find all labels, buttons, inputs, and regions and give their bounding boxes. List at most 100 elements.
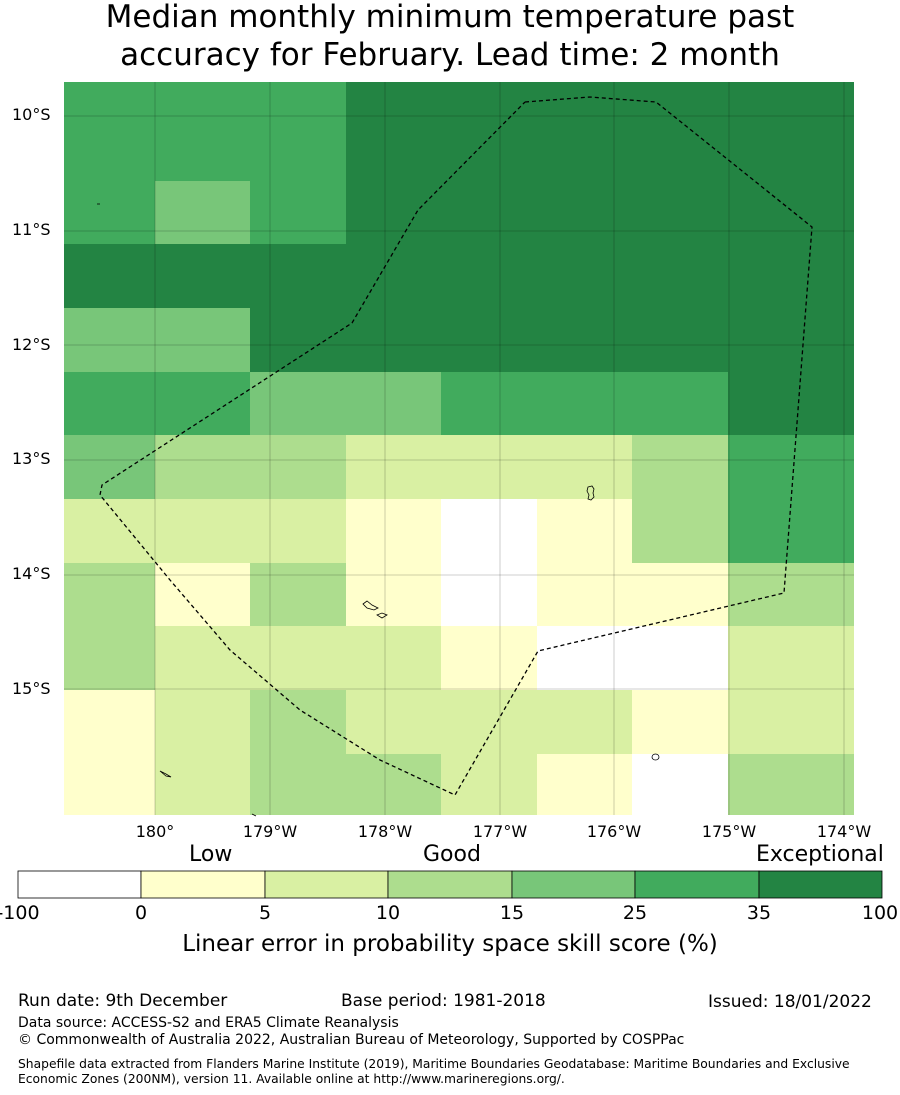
lon-label-176w: 176°W: [586, 822, 642, 841]
island-outline: [362, 600, 379, 611]
grid-cell: [823, 372, 854, 435]
grid-cell: [632, 372, 728, 435]
grid-cell: [728, 690, 823, 754]
colorbar-segment: [758, 870, 883, 899]
lon-label-177w: 177°W: [472, 822, 528, 841]
grid-cell: [346, 626, 441, 690]
grid-cell: [823, 563, 854, 626]
grid-cell: [823, 435, 854, 499]
grid-cell: [632, 308, 728, 372]
grid-cell: [155, 372, 250, 435]
colorbar-segment: [511, 870, 636, 899]
grid-cell: [632, 690, 728, 754]
grid-cell: [441, 626, 537, 690]
grid-cell: [441, 435, 537, 499]
island-outline: [376, 612, 388, 619]
colorbar-tick-label: 35: [746, 902, 772, 924]
lon-label-178w: 178°W: [357, 822, 413, 841]
grid-cell: [823, 690, 854, 754]
grid-cell: [155, 690, 250, 754]
colorbar-tick-label: 15: [499, 902, 525, 924]
grid-cell: [728, 181, 823, 244]
grid-cell: [632, 435, 728, 499]
grid-cell: [250, 626, 346, 690]
grid-cell: [537, 181, 632, 244]
grid-cell: [537, 754, 632, 815]
grid-cell: [441, 690, 537, 754]
issued-date: Issued: 18/01/2022: [708, 992, 872, 1012]
grid-cell: [64, 626, 155, 690]
lon-label-174w: 174°W: [816, 822, 872, 841]
legend-category-exceptional: Exceptional: [756, 842, 884, 867]
lat-label-10s: 10°S: [12, 105, 51, 124]
colorbar-title: Linear error in probability space skill …: [182, 931, 718, 957]
grid-cell: [728, 499, 823, 563]
grid-cell: [64, 563, 155, 626]
colorbar: [17, 870, 883, 899]
colorbar-tick-label: 100: [861, 902, 899, 924]
grid-cell: [155, 308, 250, 372]
grid-cell: [441, 82, 537, 181]
grid-cell: [346, 499, 441, 563]
grid-cell: [632, 563, 728, 626]
colorbar-segment: [634, 870, 760, 899]
lat-label-15s: 15°S: [12, 679, 51, 698]
island-outline: [251, 813, 257, 817]
grid-cell: [728, 563, 823, 626]
grid-cell: [632, 244, 728, 308]
grid-cell: [250, 181, 346, 244]
grid-cell: [823, 308, 854, 372]
lat-label-13s: 13°S: [12, 449, 51, 468]
grid-cell: [155, 626, 250, 690]
grid-cell: [250, 435, 346, 499]
grid-cell: [155, 181, 250, 244]
grid-cell: [632, 754, 728, 815]
grid-cell: [823, 82, 854, 181]
skill-grid-cells: [64, 82, 854, 815]
grid-cell: [823, 626, 854, 690]
grid-cell: [441, 754, 537, 815]
lat-label-11s: 11°S: [12, 220, 51, 239]
grid-cell: [537, 308, 632, 372]
grid-cell: [64, 82, 155, 181]
grid-cell: [155, 563, 250, 626]
run-date: Run date: 9th December: [18, 991, 228, 1011]
grid-cell: [250, 563, 346, 626]
lat-label-12s: 12°S: [12, 335, 51, 354]
legend-category-good: Good: [423, 842, 481, 867]
colorbar-tick-label: 0: [134, 902, 148, 924]
island-outline: [651, 753, 660, 761]
lon-label-179w: 179°W: [242, 822, 298, 841]
grid-cell: [632, 626, 728, 690]
grid-cell: [823, 244, 854, 308]
grid-cell: [250, 308, 346, 372]
grid-cell: [346, 435, 441, 499]
grid-cell: [823, 499, 854, 563]
eez-boundary: [99, 96, 813, 796]
grid-cell: [64, 244, 155, 308]
colorbar-tick-label: 10: [375, 902, 401, 924]
colorbar-segment: [264, 870, 389, 899]
grid-cell: [64, 308, 155, 372]
grid-cell: [346, 181, 441, 244]
grid-cell: [537, 626, 632, 690]
grid-cell: [346, 690, 441, 754]
legend-category-low: Low: [189, 842, 233, 867]
grid-cell: [728, 372, 823, 435]
grid-cell: [441, 181, 537, 244]
island-outline: [159, 770, 172, 778]
colorbar-segment: [387, 870, 513, 899]
grid-cell: [64, 690, 155, 754]
colorbar-tick-label: 5: [258, 902, 272, 924]
lon-label-180: 180°: [135, 822, 175, 841]
colorbar-segment: [17, 870, 142, 899]
grid-cell: [64, 181, 155, 244]
lat-label-14s: 14°S: [12, 564, 51, 583]
grid-cell: [155, 244, 250, 308]
grid-cell: [537, 563, 632, 626]
grid-cell: [346, 372, 441, 435]
map-title-line-2: accuracy for February. Lead time: 2 mont…: [120, 37, 780, 73]
grid-cell: [823, 181, 854, 244]
grid-cell: [728, 626, 823, 690]
grid-cell: [441, 372, 537, 435]
